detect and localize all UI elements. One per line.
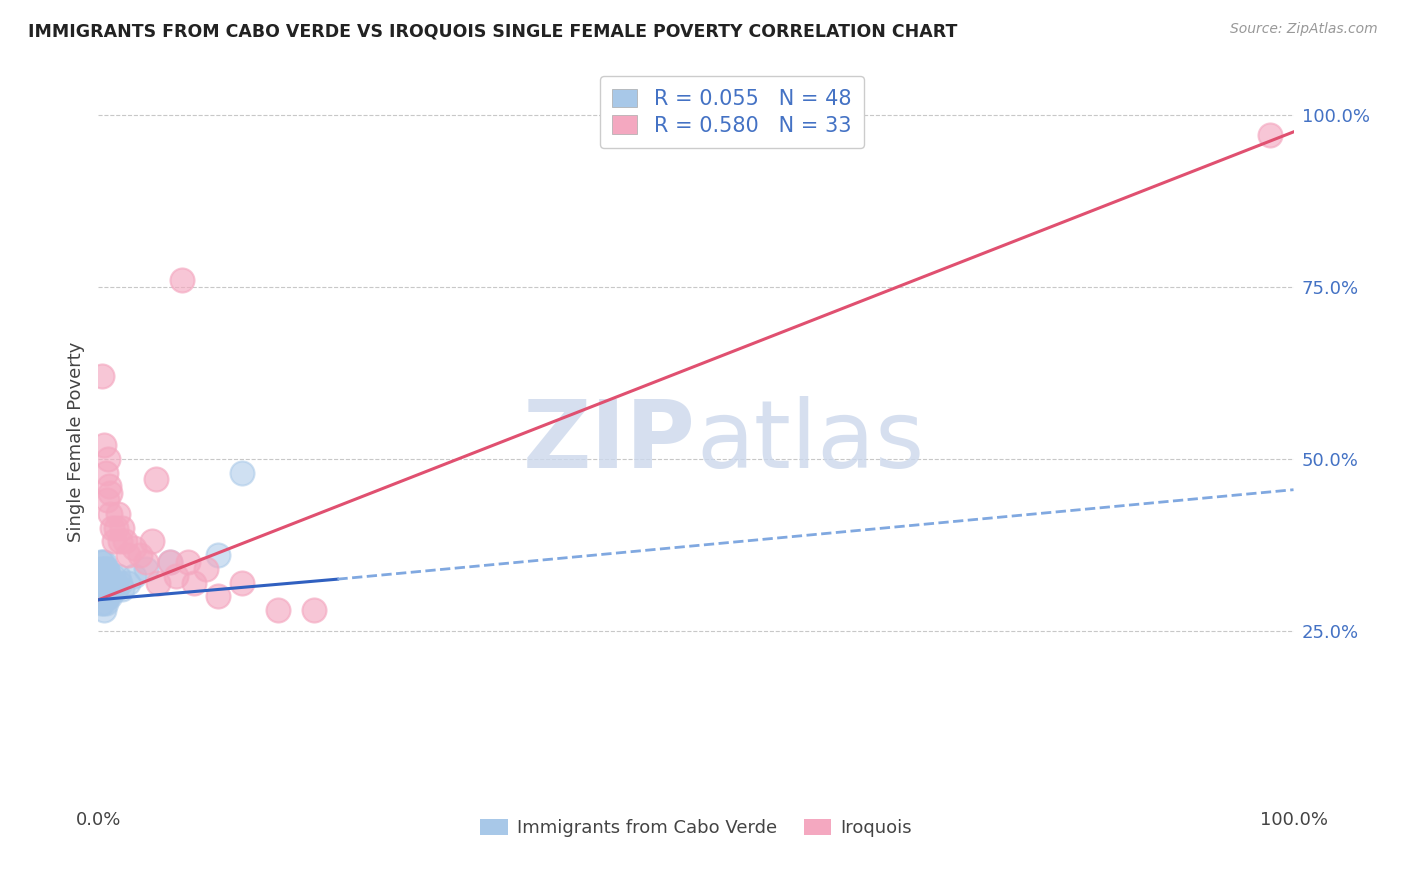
Point — [90, 596, 112, 610]
Point — [195, 562, 218, 576]
Point — [94, 562, 117, 576]
Point — [172, 273, 194, 287]
Point — [91, 555, 114, 569]
Point — [90, 555, 112, 569]
Point — [91, 568, 114, 582]
Point — [98, 486, 122, 500]
Point — [105, 520, 128, 534]
Point — [98, 568, 121, 582]
Point — [98, 507, 122, 521]
Point — [93, 555, 115, 569]
Point — [141, 534, 163, 549]
Point — [91, 568, 114, 582]
Point — [91, 582, 114, 597]
Point — [117, 548, 139, 562]
Y-axis label: Single Female Poverty: Single Female Poverty — [66, 342, 84, 541]
Point — [98, 590, 122, 604]
Point — [1258, 128, 1281, 143]
Point — [177, 555, 200, 569]
Point — [117, 575, 139, 590]
Point — [91, 582, 114, 597]
Point — [100, 582, 122, 597]
Point — [93, 603, 115, 617]
Point — [107, 568, 129, 582]
Point — [89, 575, 111, 590]
Point — [124, 568, 146, 582]
Point — [108, 534, 131, 549]
Point — [114, 534, 136, 549]
Text: ZIP: ZIP — [523, 395, 696, 488]
Point — [91, 575, 114, 590]
Point — [94, 466, 117, 480]
Point — [124, 541, 146, 556]
Point — [135, 562, 157, 576]
Point — [129, 548, 152, 562]
Point — [93, 582, 115, 597]
Point — [267, 603, 290, 617]
Point — [148, 575, 170, 590]
Point — [108, 575, 131, 590]
Point — [93, 590, 115, 604]
Point — [97, 590, 120, 604]
Point — [96, 590, 118, 604]
Point — [302, 603, 325, 617]
Point — [165, 568, 187, 582]
Point — [96, 575, 118, 590]
Point — [93, 568, 115, 582]
Point — [111, 582, 134, 597]
Point — [107, 507, 129, 521]
Point — [145, 472, 167, 486]
Point — [91, 596, 114, 610]
Point — [91, 575, 114, 590]
Text: atlas: atlas — [696, 395, 924, 488]
Point — [135, 555, 157, 569]
Text: Source: ZipAtlas.com: Source: ZipAtlas.com — [1230, 22, 1378, 37]
Point — [98, 582, 121, 597]
Point — [94, 582, 117, 597]
Point — [89, 562, 111, 576]
Point — [91, 369, 114, 384]
Point — [159, 555, 181, 569]
Point — [90, 575, 112, 590]
Point — [98, 575, 122, 590]
Point — [90, 568, 112, 582]
Point — [96, 493, 118, 508]
Point — [183, 575, 205, 590]
Point — [100, 520, 122, 534]
Point — [159, 555, 181, 569]
Legend: Immigrants from Cabo Verde, Iroquois: Immigrants from Cabo Verde, Iroquois — [474, 812, 918, 845]
Point — [207, 548, 229, 562]
Point — [94, 596, 117, 610]
Point — [231, 466, 253, 480]
Point — [97, 451, 120, 466]
Point — [98, 479, 121, 493]
Point — [90, 590, 112, 604]
Point — [105, 582, 128, 597]
Point — [111, 520, 134, 534]
Point — [91, 562, 114, 576]
Point — [103, 575, 125, 590]
Text: IMMIGRANTS FROM CABO VERDE VS IROQUOIS SINGLE FEMALE POVERTY CORRELATION CHART: IMMIGRANTS FROM CABO VERDE VS IROQUOIS S… — [28, 22, 957, 40]
Point — [96, 562, 118, 576]
Point — [91, 590, 114, 604]
Point — [103, 534, 125, 549]
Point — [101, 568, 124, 582]
Point — [97, 575, 120, 590]
Point — [207, 590, 229, 604]
Point — [93, 438, 115, 452]
Point — [89, 590, 111, 604]
Point — [231, 575, 253, 590]
